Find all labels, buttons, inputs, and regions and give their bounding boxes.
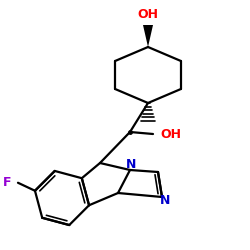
Text: OH: OH [160,128,181,140]
Text: N: N [126,158,136,172]
Text: OH: OH [138,8,158,21]
Polygon shape [143,25,153,47]
Text: N: N [160,194,170,206]
Text: F: F [2,176,11,189]
